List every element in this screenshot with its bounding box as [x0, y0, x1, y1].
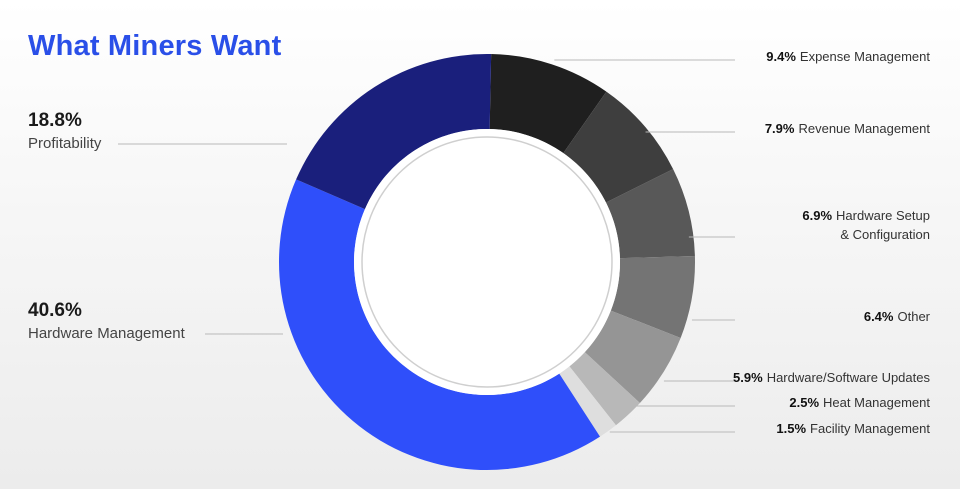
label-pct: 6.4% [863, 309, 894, 324]
label-pct: 1.5% [776, 421, 807, 436]
label-text: Revenue Management [798, 121, 930, 136]
label-text: Heat Management [823, 395, 930, 410]
slice-hardware-setup-configuration [606, 169, 695, 259]
label-heat-management: 2.5% Heat Management [789, 393, 930, 412]
label-hardware-software-updates: 5.9% Hardware/Software Updates [733, 368, 930, 387]
label-pct: 6.9% [802, 208, 833, 223]
label-other: 6.4% Other [864, 307, 930, 326]
label-text: & Configuration [840, 227, 930, 242]
label-text: Facility Management [810, 421, 930, 436]
inner-ring [361, 136, 613, 388]
slice-heat-management [569, 352, 640, 426]
label-text: Expense Management [799, 49, 930, 64]
slice-profitability [296, 54, 492, 210]
label-expense-management: 9.4% Expense Management [766, 47, 930, 66]
slice-hardware-software-updates [584, 310, 681, 403]
slice-expense-management [489, 54, 607, 154]
label-revenue-management: 7.9% Revenue Management [765, 119, 930, 138]
label-pct: 40.6% [28, 300, 82, 321]
label-profitability: 18.8% Profitability [28, 110, 101, 152]
chart-title: What Miners Want [28, 30, 282, 62]
donut-center [354, 129, 620, 395]
label-text: Hardware/Software Updates [766, 370, 930, 385]
label-text: Hardware Management [28, 325, 185, 342]
label-pct: 2.5% [789, 395, 820, 410]
label-text: Hardware Setup [836, 208, 930, 223]
label-pct: 5.9% [733, 370, 763, 385]
label-pct: 18.8% [28, 110, 82, 131]
label-pct: 9.4% [766, 49, 796, 64]
label-text: Profitability [28, 135, 102, 152]
label-pct: 7.9% [764, 121, 795, 136]
slice-revenue-management [563, 91, 674, 203]
label-hardware-setup-configuration: 6.9% Hardware Setup & Configuration [802, 206, 930, 244]
slice-hardware-management [279, 179, 601, 470]
slice-other [610, 256, 695, 338]
label-hardware-management: 40.6% Hardware Management [28, 300, 185, 342]
slice-facility-management [559, 366, 616, 437]
label-facility-management: 1.5% Facility Management [776, 419, 930, 438]
label-text: Other [897, 309, 930, 324]
